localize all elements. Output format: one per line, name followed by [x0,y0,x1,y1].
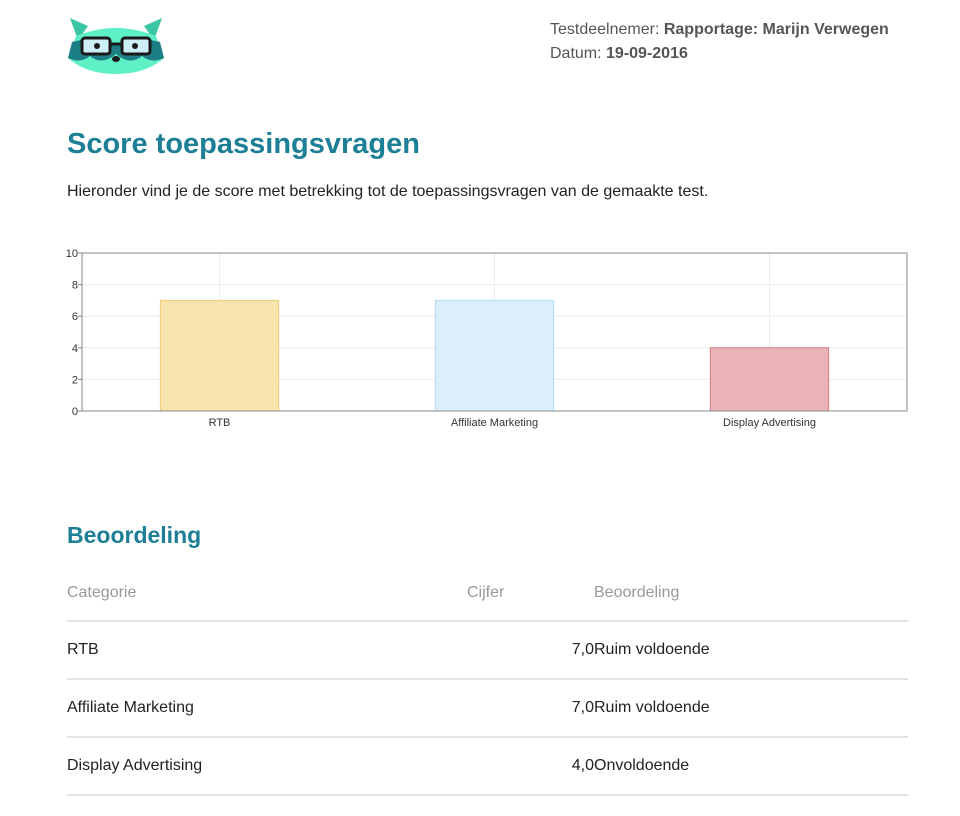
column-header-assessment: Beoordeling [594,565,908,622]
date-value: 19-09-2016 [606,45,688,62]
row-assessment: Ruim voldoende [594,679,908,738]
table-row: RTB 7,0 Ruim voldoende [67,621,908,680]
row-grade: 4,0 [467,737,594,796]
y-tick-label: 2 [72,374,78,386]
date-line: Datum: 19-09-2016 [550,42,889,66]
intro-text: Hieronder vind je de score met betrekkin… [67,183,709,200]
participant-line: Testdeelnemer: Rapportage: Marijn Verweg… [550,18,889,42]
row-category: Display Advertising [67,737,467,796]
row-category: Affiliate Marketing [67,679,467,738]
grades-table: Categorie Cijfer Beoordeling RTB 7,0 Rui… [67,565,908,796]
section-title: Beoordeling [67,522,202,548]
page-title: Score toepassingsvragen [67,128,420,160]
x-tick-label: RTB [209,417,231,429]
x-tick-label: Display Advertising [723,417,816,429]
participant-value: Rapportage: Marijn Verwegen [663,21,889,38]
y-tick-label: 8 [72,280,78,292]
bar [434,299,555,412]
table-header-row: Categorie Cijfer Beoordeling [67,565,908,622]
table-row: Affiliate Marketing 7,0 Ruim voldoende [67,679,908,738]
column-header-category: Categorie [67,565,467,622]
column-header-grade: Cijfer [467,565,594,622]
y-tick-label: 4 [72,343,78,355]
y-tick-label: 10 [66,248,78,260]
plot-frame [81,252,908,412]
participant-label: Testdeelnemer: [550,21,660,38]
x-tick-label: Affiliate Marketing [451,417,538,429]
bar [709,347,830,412]
row-grade: 7,0 [467,621,594,680]
row-assessment: Ruim voldoende [594,621,908,680]
score-bar-chart: 0 2 4 6 8 10 RTB Affiliate Marketing Display Adv… [66,248,908,429]
column-header-grade-label: Cijfer [467,583,505,601]
y-tick-label: 6 [72,311,78,323]
row-assessment: Onvoldoende [594,737,908,796]
bar [159,299,280,412]
date-label: Datum: [550,45,602,62]
row-grade: 7,0 [467,679,594,738]
table-row: Display Advertising 4,0 Onvoldoende [67,737,908,796]
raccoon-logo [68,18,164,74]
report-meta: Testdeelnemer: Rapportage: Marijn Verweg… [550,18,889,66]
row-category: RTB [67,621,467,680]
y-tick-label: 0 [72,406,78,418]
